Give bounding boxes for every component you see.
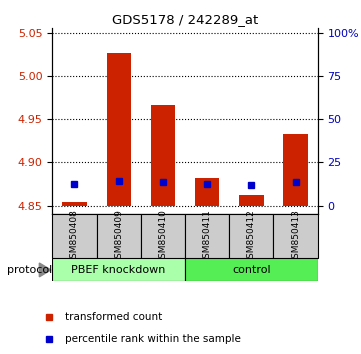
Text: GSM850410: GSM850410	[158, 209, 168, 264]
Text: GSM850411: GSM850411	[203, 209, 212, 264]
Title: GDS5178 / 242289_at: GDS5178 / 242289_at	[112, 13, 258, 26]
Bar	[151, 105, 175, 206]
Polygon shape	[39, 263, 51, 277]
Bar	[106, 53, 131, 206]
Bar	[185, 258, 318, 281]
Text: protocol: protocol	[7, 265, 52, 275]
Bar	[52, 258, 185, 281]
Text: GSM850408: GSM850408	[70, 209, 79, 264]
Bar	[229, 214, 274, 258]
Text: GSM850413: GSM850413	[291, 209, 300, 264]
Bar	[141, 214, 185, 258]
Text: GSM850412: GSM850412	[247, 209, 256, 264]
Bar	[97, 214, 141, 258]
Text: PBEF knockdown: PBEF knockdown	[71, 265, 166, 275]
Bar	[185, 214, 229, 258]
Text: percentile rank within the sample: percentile rank within the sample	[65, 334, 240, 344]
Text: control: control	[232, 265, 271, 275]
Bar	[62, 202, 87, 206]
Text: GSM850409: GSM850409	[114, 209, 123, 264]
Bar	[239, 195, 264, 206]
Text: transformed count: transformed count	[65, 312, 162, 322]
Bar	[195, 178, 219, 206]
Bar	[274, 214, 318, 258]
Bar	[52, 214, 97, 258]
Bar	[283, 134, 308, 206]
